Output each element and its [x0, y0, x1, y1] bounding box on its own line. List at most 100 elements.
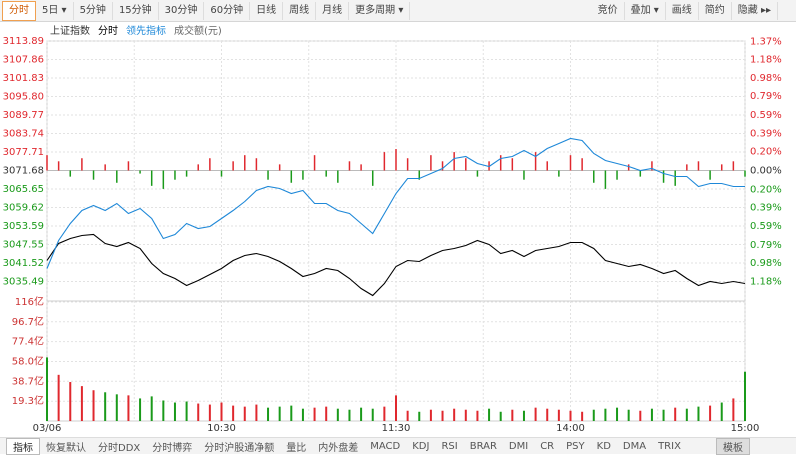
indicator-tab[interactable]: KD: [596, 440, 611, 452]
period-tab[interactable]: 5分钟: [74, 1, 113, 20]
period-tab[interactable]: 5日 ▾: [36, 1, 74, 20]
legend-item: 成交额(元): [174, 24, 222, 37]
toolbar-right: 竞价 叠加 ▾ 画线 简约 隐藏 ▸▸: [592, 0, 778, 21]
tool-button[interactable]: 隐藏 ▸▸: [732, 1, 778, 20]
volume-bar: [232, 405, 235, 421]
x-tick-label: 10:30: [207, 423, 236, 434]
indicator-tab[interactable]: 恢复默认: [46, 442, 86, 454]
volume-bar: [522, 410, 525, 421]
y-tick-label: 3107.86: [3, 55, 44, 66]
volume-bar: [325, 406, 328, 421]
period-tab[interactable]: 30分钟: [159, 1, 205, 20]
y-tick-label: 3101.83: [3, 73, 44, 84]
volume-bar: [139, 398, 142, 421]
volume-bar: [732, 398, 735, 421]
legend-item: 上证指数: [50, 24, 90, 37]
volume-bar: [360, 407, 363, 421]
indicator-tab[interactable]: KDJ: [412, 440, 430, 452]
indicator-tab[interactable]: DMI: [508, 440, 529, 452]
tool-button[interactable]: 叠加 ▾: [625, 1, 666, 20]
volume-bar: [185, 401, 188, 421]
volume-bar: [243, 406, 246, 421]
volume-tick-label: 96.7亿: [12, 315, 44, 328]
volume-bar: [278, 406, 281, 421]
volume-bar: [46, 357, 48, 421]
indicator-tab[interactable]: 分时DDX: [98, 442, 141, 454]
volume-bar: [488, 408, 491, 421]
indicator-tab[interactable]: MACD: [370, 440, 401, 452]
x-tick-label: 14:00: [556, 423, 585, 434]
toolbar-left: 分时 5日 ▾ 5分钟 15分钟 30分钟 60分钟 日线 周线 月线 更多周期 ▾: [2, 0, 411, 21]
volume-bar: [383, 406, 386, 421]
indicator-tab[interactable]: BRAR: [469, 440, 497, 452]
period-tab[interactable]: 更多周期 ▾: [349, 1, 411, 20]
y2-tick-label: 0.00%: [750, 166, 782, 177]
indicator-tab[interactable]: PSY: [566, 440, 585, 452]
volume-bar: [406, 410, 409, 421]
volume-bar: [220, 402, 223, 421]
indicator-tab[interactable]: TRIX: [658, 440, 681, 452]
volume-bar: [80, 386, 83, 421]
tool-button[interactable]: 竞价: [592, 1, 625, 20]
period-tab[interactable]: 60分钟: [204, 1, 251, 20]
volume-bar: [197, 403, 200, 421]
volume-bar: [616, 407, 619, 421]
volume-bar: [604, 408, 607, 421]
indicator-tab[interactable]: CR: [540, 440, 555, 452]
volume-bar: [709, 405, 712, 421]
volume-bar: [639, 410, 642, 421]
y-tick-label: 3053.59: [3, 221, 44, 232]
period-tab[interactable]: 月线: [316, 1, 350, 20]
volume-bar: [476, 410, 479, 421]
indicator-tab[interactable]: DMA: [622, 440, 647, 452]
volume-bar: [534, 407, 537, 421]
y-tick-label: 3047.55: [3, 240, 44, 251]
volume-bar: [313, 407, 316, 421]
legend-item: 分时: [98, 25, 118, 37]
volume-bar: [348, 409, 351, 421]
y2-tick-label: 0.20%: [750, 147, 782, 158]
series-line: [46, 137, 745, 269]
indicator-tab[interactable]: 分时沪股通净额: [204, 442, 275, 454]
volume-bar: [685, 408, 688, 421]
volume-bar: [301, 408, 304, 421]
y2-tick-label: 0.79%: [750, 91, 782, 102]
period-tab[interactable]: 日线: [250, 1, 284, 20]
volume-bar: [441, 410, 444, 421]
volume-tick-label: 77.4亿: [12, 335, 44, 348]
y2-tick-label: 0.20%: [750, 184, 782, 195]
volume-bar: [499, 411, 502, 421]
x-tick-label: 11:30: [382, 423, 411, 434]
volume-tick-label: 58.0亿: [12, 355, 44, 368]
volume-bar: [208, 404, 211, 421]
x-tick-label: 15:00: [731, 423, 760, 434]
indicator-tab[interactable]: 量比: [286, 442, 307, 454]
volume-bar: [557, 409, 560, 421]
tool-button[interactable]: 简约: [699, 1, 732, 20]
indicator-tab[interactable]: 分时博弈: [152, 442, 193, 454]
volume-tick-label: 38.7亿: [12, 374, 44, 387]
y-tick-label: 3071.68: [3, 166, 44, 177]
indicator-tab[interactable]: RSI: [441, 440, 458, 452]
volume-bar: [453, 408, 456, 421]
y2-tick-label: 0.39%: [750, 129, 782, 140]
legend-item: 领先指标: [126, 24, 166, 37]
period-tab[interactable]: 15分钟: [113, 1, 159, 20]
volume-bar: [627, 409, 630, 421]
volume-bar: [674, 407, 677, 421]
volume-bar: [418, 411, 421, 421]
y-tick-label: 3113.89: [3, 36, 44, 47]
indicator-tab[interactable]: 内外盘差: [318, 442, 359, 454]
volume-bar: [336, 408, 339, 421]
volume-bar: [127, 395, 130, 421]
y2-tick-label: 1.18%: [750, 54, 782, 65]
volume-bar: [429, 409, 432, 421]
volume-bar: [569, 410, 572, 421]
tool-button[interactable]: 画线: [666, 1, 699, 20]
volume-bar: [720, 402, 723, 421]
indicator-tab[interactable]: 模板: [716, 437, 750, 455]
period-tab[interactable]: 分时: [2, 0, 36, 21]
period-tab[interactable]: 周线: [283, 1, 317, 20]
indicator-tab[interactable]: 指标: [6, 437, 40, 455]
